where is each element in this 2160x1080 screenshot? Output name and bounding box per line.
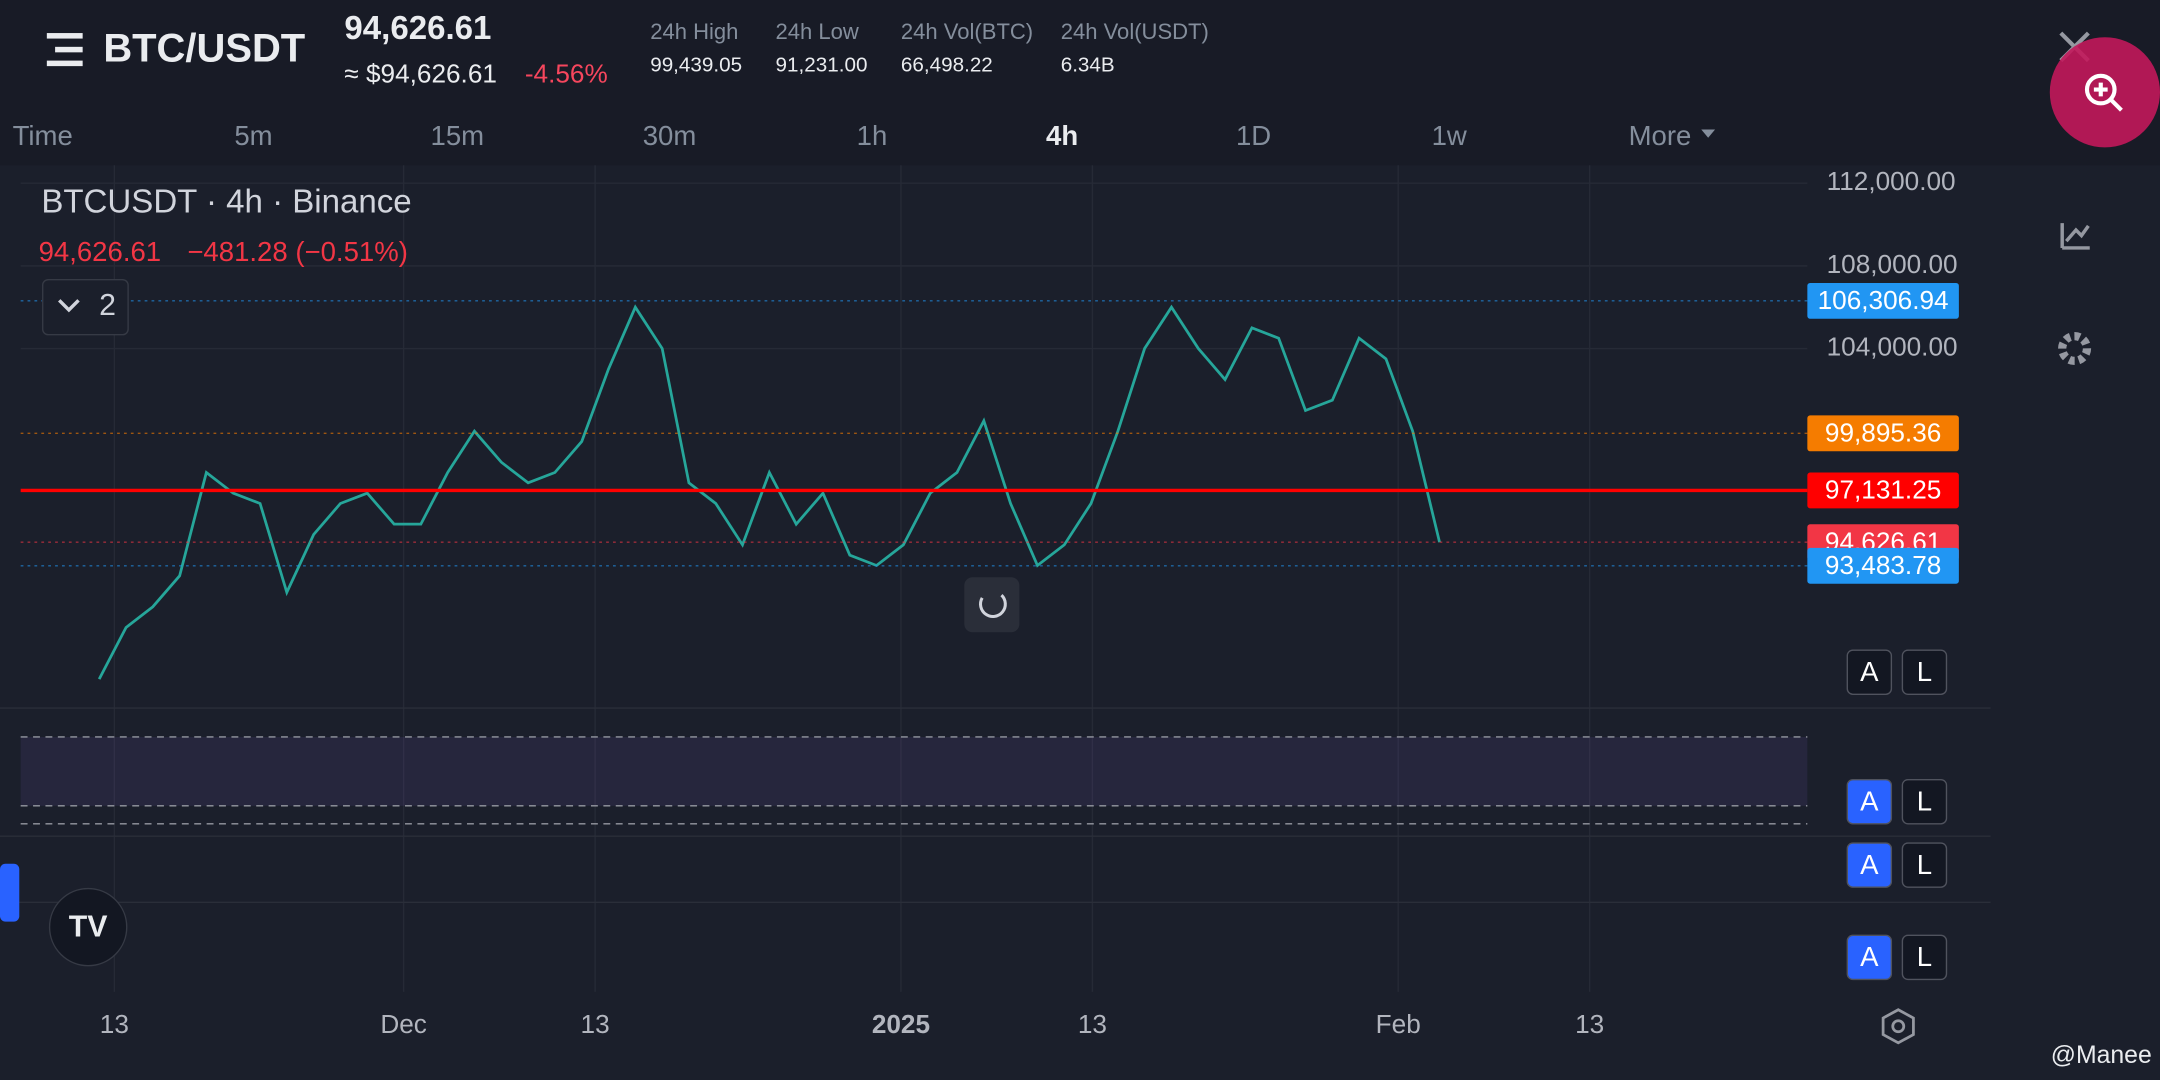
price-badge bbox=[1807, 415, 1959, 452]
auto-label: A bbox=[1860, 785, 1879, 816]
zoom-icon bbox=[2084, 73, 2117, 106]
indicator-toggle[interactable] bbox=[42, 278, 129, 336]
pair[interactable]: BTC/USDT bbox=[103, 27, 305, 71]
y-tick-label: 112,000.00 bbox=[1827, 166, 1956, 196]
stat-label: 24h High bbox=[650, 19, 738, 44]
legend-change: −481.28 (−0.51%) bbox=[187, 236, 408, 267]
tab[interactable]: 1D bbox=[1236, 120, 1271, 151]
watermark: @Manee bbox=[2051, 1042, 2152, 1069]
approx-price: ≈ $94,626.61 bbox=[344, 59, 497, 89]
price-badge-label: 99,895.36 bbox=[1825, 418, 1941, 448]
x-tick-label: 2025 bbox=[872, 1009, 930, 1039]
timeframe-tabs: Time 5m 15m 30m 1h 4h 1D 1w More bbox=[13, 120, 1716, 151]
auto-label: A bbox=[1860, 656, 1879, 687]
axis-settings[interactable] bbox=[1881, 1008, 1915, 1045]
tab[interactable]: 5m bbox=[234, 120, 272, 151]
price-badge bbox=[1807, 282, 1959, 319]
stat-value: 66,498.22 bbox=[901, 54, 993, 77]
x-tick-label: Dec bbox=[380, 1009, 427, 1039]
axis-settings-dot bbox=[1891, 1019, 1906, 1034]
plot: 13 Dec 13 2025 13 Feb 13 112,000.00 108,000.00 10… bbox=[20, 165, 1959, 1039]
price-badge-label: 106,306.94 bbox=[1818, 285, 1949, 315]
auto-button[interactable] bbox=[1846, 649, 1893, 695]
auto-button[interactable] bbox=[1846, 934, 1893, 981]
last-price: 94,626.61 bbox=[344, 10, 491, 47]
tv-logo-mark: TV bbox=[69, 910, 108, 943]
price-badge-label: 93,483.78 bbox=[1825, 550, 1941, 580]
auto-label: A bbox=[1860, 941, 1879, 972]
x-tick-label: 13 bbox=[1078, 1009, 1107, 1039]
auto-button[interactable] bbox=[1846, 842, 1893, 888]
header-bar bbox=[0, 0, 2160, 166]
settings-hole bbox=[2069, 343, 2081, 355]
stat-label: 24h Low bbox=[776, 19, 859, 44]
chevron bbox=[58, 299, 80, 313]
price-badge-label: 97,131.25 bbox=[1825, 475, 1941, 505]
stat-label: 24h Vol(USDT) bbox=[1061, 19, 1209, 44]
indicator-count: 2 bbox=[99, 289, 116, 322]
tab[interactable]: 30m bbox=[643, 120, 697, 151]
log-button[interactable] bbox=[1901, 842, 1948, 888]
change: -4.56% bbox=[525, 59, 608, 89]
reset-icon bbox=[979, 594, 1007, 618]
log-button[interactable] bbox=[1901, 649, 1948, 695]
tab[interactable]: 1w bbox=[1432, 120, 1467, 151]
tab[interactable]: 4h bbox=[1046, 120, 1078, 151]
log-button[interactable] bbox=[1901, 779, 1948, 825]
stat-value: 6.34B bbox=[1061, 54, 1115, 77]
chart-icon[interactable] bbox=[2060, 223, 2090, 250]
stat-label: 24h Vol(BTC) bbox=[901, 19, 1033, 44]
tab[interactable]: More bbox=[1629, 120, 1692, 151]
log-label: L bbox=[1917, 656, 1932, 687]
reset-button[interactable] bbox=[964, 577, 1020, 633]
log-button[interactable] bbox=[1901, 934, 1948, 981]
menu-icon[interactable] bbox=[46, 33, 83, 67]
auto-label: A bbox=[1860, 849, 1879, 880]
x-tick-label: 13 bbox=[100, 1009, 129, 1039]
price-badge bbox=[1807, 472, 1959, 509]
stat-value: 99,439.05 bbox=[650, 54, 742, 77]
price-line bbox=[97, 304, 1441, 680]
scale-buttons: A L A L A L A L bbox=[1846, 649, 1948, 981]
rsi-panel bbox=[0, 707, 1991, 903]
legend-symbol: BTCUSDT · 4h · Binance bbox=[41, 184, 411, 221]
auto-button[interactable] bbox=[1846, 779, 1893, 825]
tab[interactable]: Time bbox=[13, 120, 73, 151]
stat-value: 91,231.00 bbox=[776, 54, 868, 77]
log-label: L bbox=[1917, 941, 1932, 972]
x-tick-label: 13 bbox=[581, 1009, 610, 1039]
log-label: L bbox=[1917, 849, 1932, 880]
y-tick-label: 104,000.00 bbox=[1827, 331, 1958, 361]
x-tick-label: 13 bbox=[1575, 1009, 1604, 1039]
right-toolbar bbox=[1881, 31, 2160, 1045]
settings-icon[interactable] bbox=[2058, 331, 2092, 366]
stats: 24h High 99,439.05 24h Low 91,231.00 24h Vol… bbox=[650, 19, 1209, 77]
tv-logo[interactable] bbox=[48, 887, 128, 967]
y-tick-label: 108,000.00 bbox=[1827, 249, 1958, 279]
legend-price: 94,626.61 bbox=[39, 236, 162, 267]
zoom-button[interactable] bbox=[2049, 37, 2160, 148]
dropdown-arrow bbox=[1701, 129, 1716, 138]
tab[interactable]: 1h bbox=[857, 120, 888, 151]
x-tick-label: Feb bbox=[1376, 1009, 1421, 1039]
log-label: L bbox=[1917, 785, 1932, 816]
side-handle[interactable] bbox=[0, 863, 20, 922]
zoom-icon-cross bbox=[2093, 82, 2123, 112]
price-badge bbox=[1807, 547, 1959, 584]
tab[interactable]: 15m bbox=[431, 120, 485, 151]
